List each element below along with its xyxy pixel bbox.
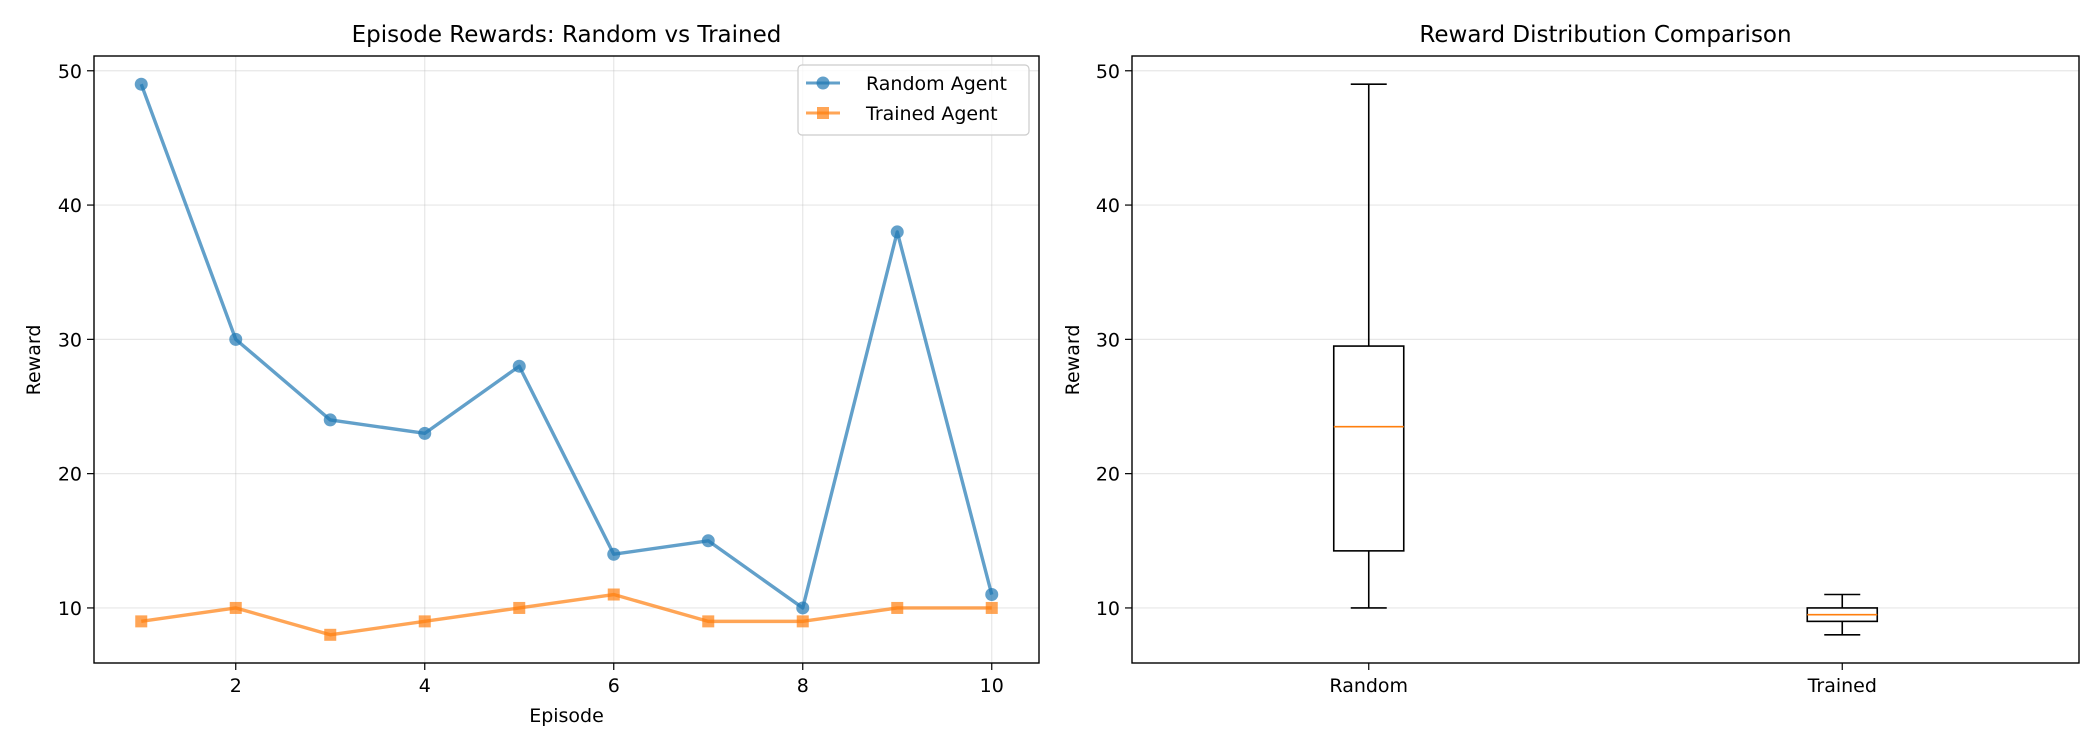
data-point-random — [701, 534, 715, 548]
box-chart-y-axis-label: Reward — [1062, 325, 1084, 396]
data-point-random — [985, 588, 999, 602]
y-tick-label: 10 — [1096, 598, 1120, 620]
line-chart: 2 4 6 8 10 10 20 30 40 50 Episode Rewards: Random… — [23, 22, 1040, 727]
legend: Random Agent Trained Agent — [797, 64, 1030, 136]
data-point-random — [512, 359, 526, 373]
box-chart-title: Reward Distribution Comparison — [1419, 22, 1791, 48]
y-tick-label: 40 — [58, 195, 82, 217]
x-tick-label: 6 — [608, 675, 620, 697]
x-tick-label: 10 — [980, 675, 1004, 697]
line-chart-plot-frame — [93, 55, 1040, 664]
legend-frame — [797, 64, 1030, 136]
y-tick-label: 30 — [58, 329, 82, 351]
data-point-random — [134, 77, 148, 91]
data-point-trained — [702, 615, 715, 628]
line-chart-title: Episode Rewards: Random vs Trained — [352, 22, 782, 48]
data-point-trained — [324, 628, 337, 641]
data-point-trained — [229, 601, 242, 614]
box-chart-boxes — [1332, 83, 1879, 636]
line-chart-ticks: 2 4 6 8 10 10 20 30 40 50 — [58, 61, 1004, 697]
series-line-random — [139, 83, 994, 610]
legend-marker-trained — [817, 107, 829, 119]
x-tick-label: 4 — [419, 675, 431, 697]
line-chart-series — [134, 77, 999, 641]
data-point-random — [323, 413, 337, 427]
data-point-trained — [607, 588, 620, 601]
box-random — [1332, 345, 1405, 552]
data-point-random — [607, 547, 621, 561]
y-tick-label: 20 — [58, 464, 82, 486]
data-point-trained — [985, 601, 998, 614]
y-tick-label: 50 — [58, 61, 82, 83]
y-tick-label: 10 — [58, 598, 82, 620]
box-chart-grid — [1132, 70, 2079, 609]
y-tick-label: 20 — [1096, 464, 1120, 486]
y-tick-label: 50 — [1096, 61, 1120, 83]
y-tick-label: 40 — [1096, 195, 1120, 217]
legend-label-trained: Trained Agent — [865, 103, 998, 125]
data-point-random — [890, 225, 904, 239]
legend-label-random: Random Agent — [866, 73, 1007, 95]
data-point-random — [418, 426, 432, 440]
x-tick-label-trained: Trained — [1807, 675, 1877, 697]
line-chart-grid — [94, 56, 1039, 663]
data-point-random — [796, 601, 810, 615]
data-point-trained — [135, 615, 148, 628]
x-tick-label: 8 — [797, 675, 809, 697]
series-line-trained — [141, 592, 992, 637]
y-tick-label: 30 — [1096, 329, 1120, 351]
data-point-trained — [891, 601, 904, 614]
line-chart-y-axis-label: Reward — [23, 325, 45, 396]
box-chart-ticks: 10 20 30 40 50 Random Trained — [1096, 61, 1877, 697]
x-tick-label-random: Random — [1329, 675, 1408, 697]
line-chart-x-axis-label: Episode — [529, 705, 604, 727]
x-tick-label: 2 — [230, 675, 242, 697]
data-point-trained — [418, 615, 431, 628]
data-point-random — [229, 332, 243, 346]
data-point-trained — [513, 601, 526, 614]
box-chart: 10 20 30 40 50 Random Trained Reward Distribut… — [1062, 22, 2080, 697]
box-chart-plot-frame — [1131, 55, 2080, 664]
legend-marker-random — [816, 76, 830, 90]
data-point-trained — [796, 615, 809, 628]
